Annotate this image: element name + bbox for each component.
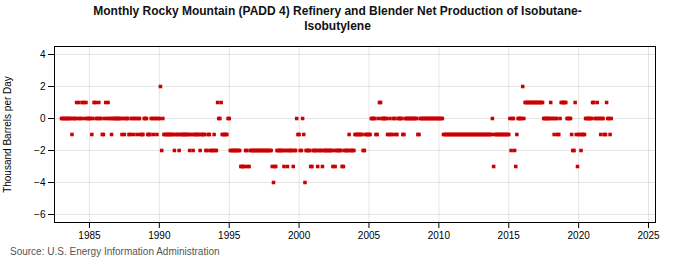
svg-text:2020: 2020 <box>568 230 591 241</box>
svg-text:Thousand Barrels per Day: Thousand Barrels per Day <box>2 76 13 193</box>
svg-text:−2: −2 <box>34 145 46 156</box>
svg-text:1995: 1995 <box>218 230 241 241</box>
svg-text:2010: 2010 <box>428 230 451 241</box>
svg-text:2005: 2005 <box>358 230 381 241</box>
svg-text:4: 4 <box>40 49 46 60</box>
svg-text:2000: 2000 <box>288 230 311 241</box>
svg-text:1985: 1985 <box>78 230 101 241</box>
html-text:Monthly Rocky Mountain (PADD 4: Monthly Rocky Mountain (PADD 4) Refinery… <box>93 4 582 33</box>
svg-text:−6: −6 <box>34 209 46 220</box>
svg-text:1990: 1990 <box>148 230 171 241</box>
svg-text:2025: 2025 <box>637 230 660 241</box>
html-text:Source: U.S. Energy Informatio: Source: U.S. Energy Information Administ… <box>10 246 220 257</box>
svg-text:−4: −4 <box>34 177 46 188</box>
svg-text:2015: 2015 <box>498 230 521 241</box>
svg-text:2: 2 <box>40 81 46 92</box>
svg-text:0: 0 <box>40 113 46 124</box>
